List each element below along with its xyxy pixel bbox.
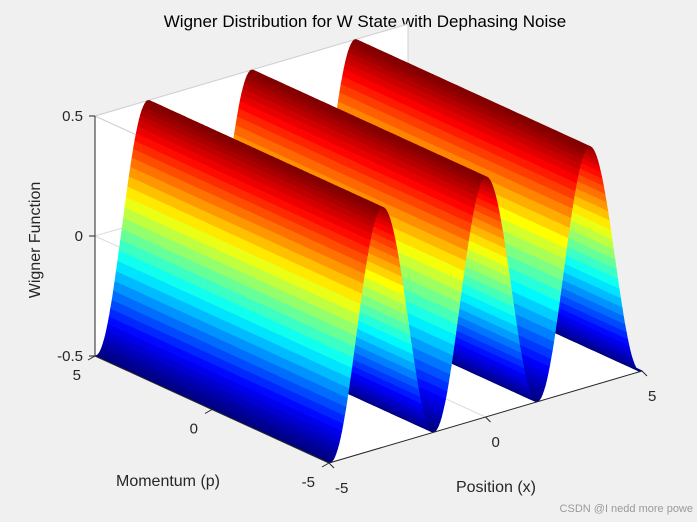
surface-plot xyxy=(94,39,643,464)
chart-title: Wigner Distribution for W State with Dep… xyxy=(164,12,567,31)
